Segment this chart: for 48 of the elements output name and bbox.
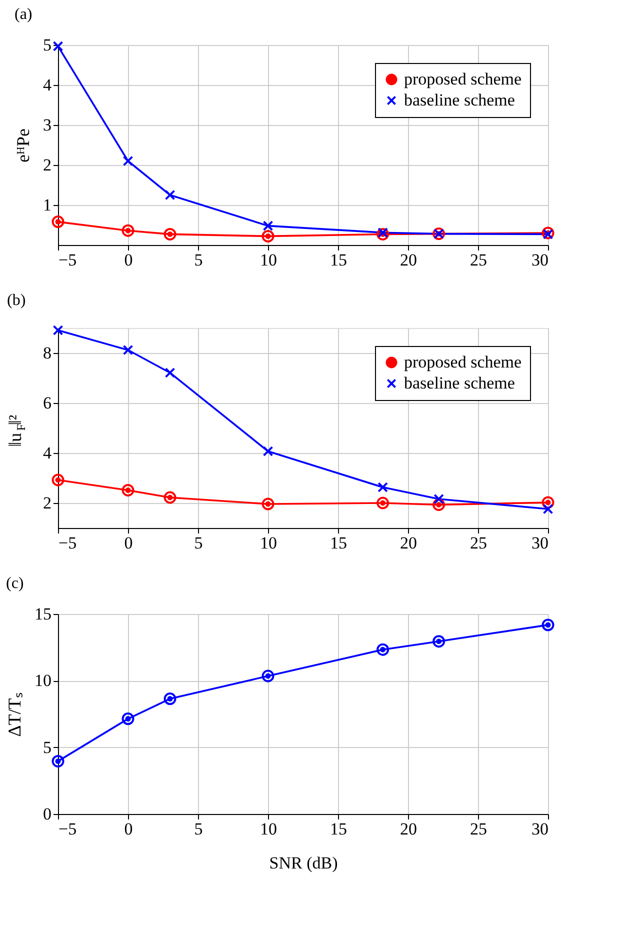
x-tick-label: 15 (330, 250, 347, 270)
y-tick-label: 10 (34, 671, 52, 690)
legend-label: baseline scheme (404, 90, 515, 110)
y-tick-label: 5 (43, 738, 52, 757)
y-tick-label: 4 (43, 76, 52, 94)
y-tick-label: 0 (43, 804, 52, 824)
x-tick-label: −5 (58, 820, 77, 838)
y-axis-title: ΔT/Tₛ (4, 692, 24, 737)
x-tick-label: 30 (532, 250, 548, 270)
y-tick-label: 3 (43, 116, 52, 134)
y-tick-label: 8 (43, 344, 52, 362)
y-axis-title: eᴴPe (13, 128, 33, 162)
x-tick-label: 0 (124, 820, 133, 838)
x-tick-label: 20 (400, 534, 417, 552)
x-tick-label: −5 (58, 534, 77, 552)
y-tick-label: 2 (43, 494, 52, 512)
y-axis-title: ‖uF‖² (5, 414, 28, 447)
x-tick-label: −5 (58, 250, 77, 270)
y-tick-label: 1 (43, 196, 52, 214)
x-tick-label: 25 (470, 250, 487, 270)
x-tick-label: 5 (194, 250, 203, 270)
y-tick-label: 6 (43, 394, 52, 412)
y-tick-label: 5 (43, 36, 52, 54)
x-tick-label: 20 (400, 250, 417, 270)
x-tick-label: 25 (470, 820, 487, 838)
y-tick-label: 4 (43, 444, 52, 462)
x-tick-label: 15 (330, 534, 347, 552)
x-tick-label: 5 (194, 820, 203, 838)
x-tick-label: 0 (124, 250, 133, 270)
x-tick-label: 30 (532, 534, 548, 552)
x-tick-label: 5 (194, 534, 203, 552)
y-tick-label: 2 (43, 156, 52, 174)
chart-title: (c) (6, 575, 24, 592)
chart-title: (a) (14, 6, 32, 23)
legend-label: baseline scheme (404, 374, 515, 392)
x-tick-label: 10 (260, 250, 277, 270)
x-tick-label: 10 (260, 820, 277, 838)
x-tick-label: 0 (124, 534, 133, 552)
x-tick-label: 25 (470, 534, 487, 552)
x-tick-label: 30 (532, 820, 548, 838)
x-tick-label: 10 (260, 534, 277, 552)
y-tick-label: 15 (34, 604, 52, 624)
x-tick-label: 20 (400, 820, 417, 838)
legend-label: proposed scheme (404, 70, 522, 88)
chart-title: (b) (7, 292, 26, 310)
x-tick-label: 15 (330, 820, 347, 838)
x-axis-title: SNR (dB) (269, 854, 338, 872)
legend-label: proposed scheme (404, 352, 522, 372)
